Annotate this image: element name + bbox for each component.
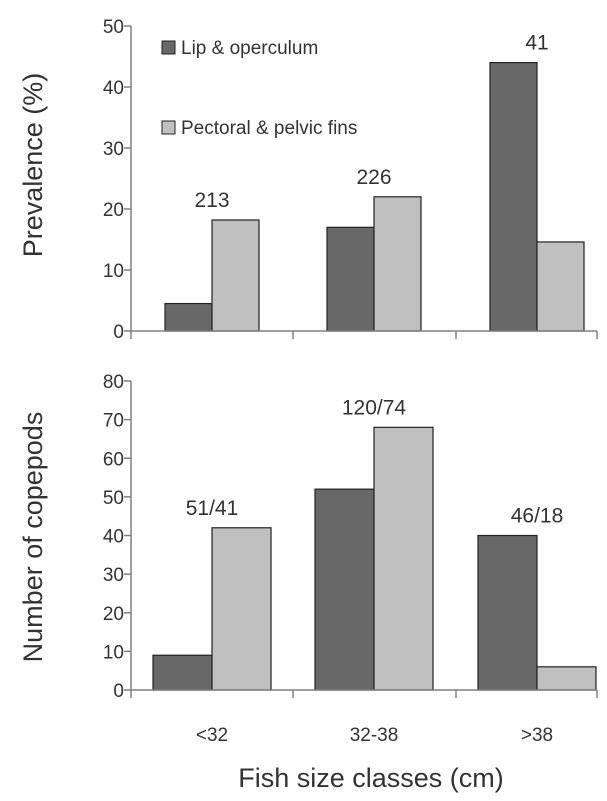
- prevalence-bar-pectoral-pelvic-fins-2: [536, 241, 585, 332]
- prevalence-annotation-2: 41: [525, 32, 548, 55]
- prevalence-y-tick-label: 30: [103, 139, 124, 160]
- prevalence-y-tick-label: 50: [103, 17, 124, 38]
- x-tick-label-1: 32-38: [350, 725, 399, 746]
- prevalence-bar-pectoral-pelvic-fins-0: [211, 219, 260, 332]
- copepods-bar-pectoral-pelvic-fins-0: [211, 527, 272, 691]
- prevalence-bar-pectoral-pelvic-fins-1: [373, 196, 422, 332]
- copepods-bar-pectoral-pelvic-fins-2: [536, 666, 597, 691]
- prevalence-axes: [130, 26, 598, 339]
- prevalence-y-tick-label: 20: [103, 200, 124, 221]
- copepods-bar-lip-operculum-0: [152, 654, 213, 691]
- copepods-y-tick-label: 30: [103, 565, 124, 586]
- copepods-annotation-0: 51/41: [186, 497, 239, 520]
- x-tick-label-2: >38: [521, 725, 553, 746]
- copepods-annotation-1: 120/74: [342, 396, 407, 419]
- legend-label-pectoral-pelvic-fins: Pectoral & pelvic fins: [181, 118, 357, 139]
- legend: Lip & operculum Pectoral & pelvic fins: [161, 38, 357, 139]
- prevalence-annotation-0: 213: [194, 189, 229, 212]
- prevalence-y-tick-label: 0: [113, 322, 124, 343]
- copepods-bar-pectoral-pelvic-fins-1: [373, 426, 434, 691]
- prevalence-y-ticks: 0 10 20 30 40 50: [103, 17, 131, 343]
- copepods-y-tick-label: 50: [103, 488, 124, 509]
- copepods-bars: [152, 426, 597, 691]
- legend-label-lip-operculum: Lip & operculum: [181, 38, 318, 59]
- copepods-y-axis-title: Number of copepods: [18, 412, 48, 663]
- prevalence-bars: [164, 61, 585, 332]
- copepods-y-tick-label: 40: [103, 527, 124, 548]
- copepods-y-tick-label: 10: [103, 642, 124, 663]
- copepods-panel: 0 10 20 30 40 50 60 70 80 51/41 120/74 46/18 <32 32…: [18, 372, 598, 793]
- prevalence-annotation-1: 226: [356, 166, 391, 189]
- copepods-y-tick-label: 80: [103, 372, 124, 393]
- prevalence-y-tick-label: 40: [103, 78, 124, 99]
- copepods-y-tick-label: 70: [103, 411, 124, 432]
- copepods-bar-lip-operculum-1: [314, 488, 375, 691]
- prevalence-panel: 0 10 20 30 40 50 213 226 41 Prevalence (%) Lip …: [18, 17, 598, 343]
- legend-swatch-pectoral-pelvic-fins: [161, 120, 176, 135]
- legend-swatch-lip-operculum: [161, 40, 176, 55]
- copepods-annotation-2: 46/18: [511, 505, 564, 528]
- prevalence-y-tick-label: 10: [103, 261, 124, 282]
- copepods-y-tick-label: 20: [103, 604, 124, 625]
- prevalence-y-axis-title: Prevalence (%): [18, 73, 48, 258]
- x-tick-label-0: <32: [196, 725, 228, 746]
- x-tick-labels: <32 32-38 >38: [196, 725, 553, 746]
- copepods-annotations: 51/41 120/74 46/18: [186, 396, 564, 527]
- prevalence-annotations: 213 226 41: [194, 32, 548, 212]
- copepods-y-tick-label: 60: [103, 449, 124, 470]
- copepods-bar-lip-operculum-2: [477, 534, 538, 691]
- x-axis-title: Fish size classes (cm): [238, 763, 504, 793]
- copepods-y-tick-label: 0: [113, 681, 124, 702]
- prevalence-bar-lip-operculum-2: [489, 61, 538, 332]
- prevalence-bar-lip-operculum-0: [164, 302, 213, 332]
- prevalence-bar-lip-operculum-1: [326, 226, 375, 332]
- copepods-y-ticks: 0 10 20 30 40 50 60 70 80: [103, 372, 131, 702]
